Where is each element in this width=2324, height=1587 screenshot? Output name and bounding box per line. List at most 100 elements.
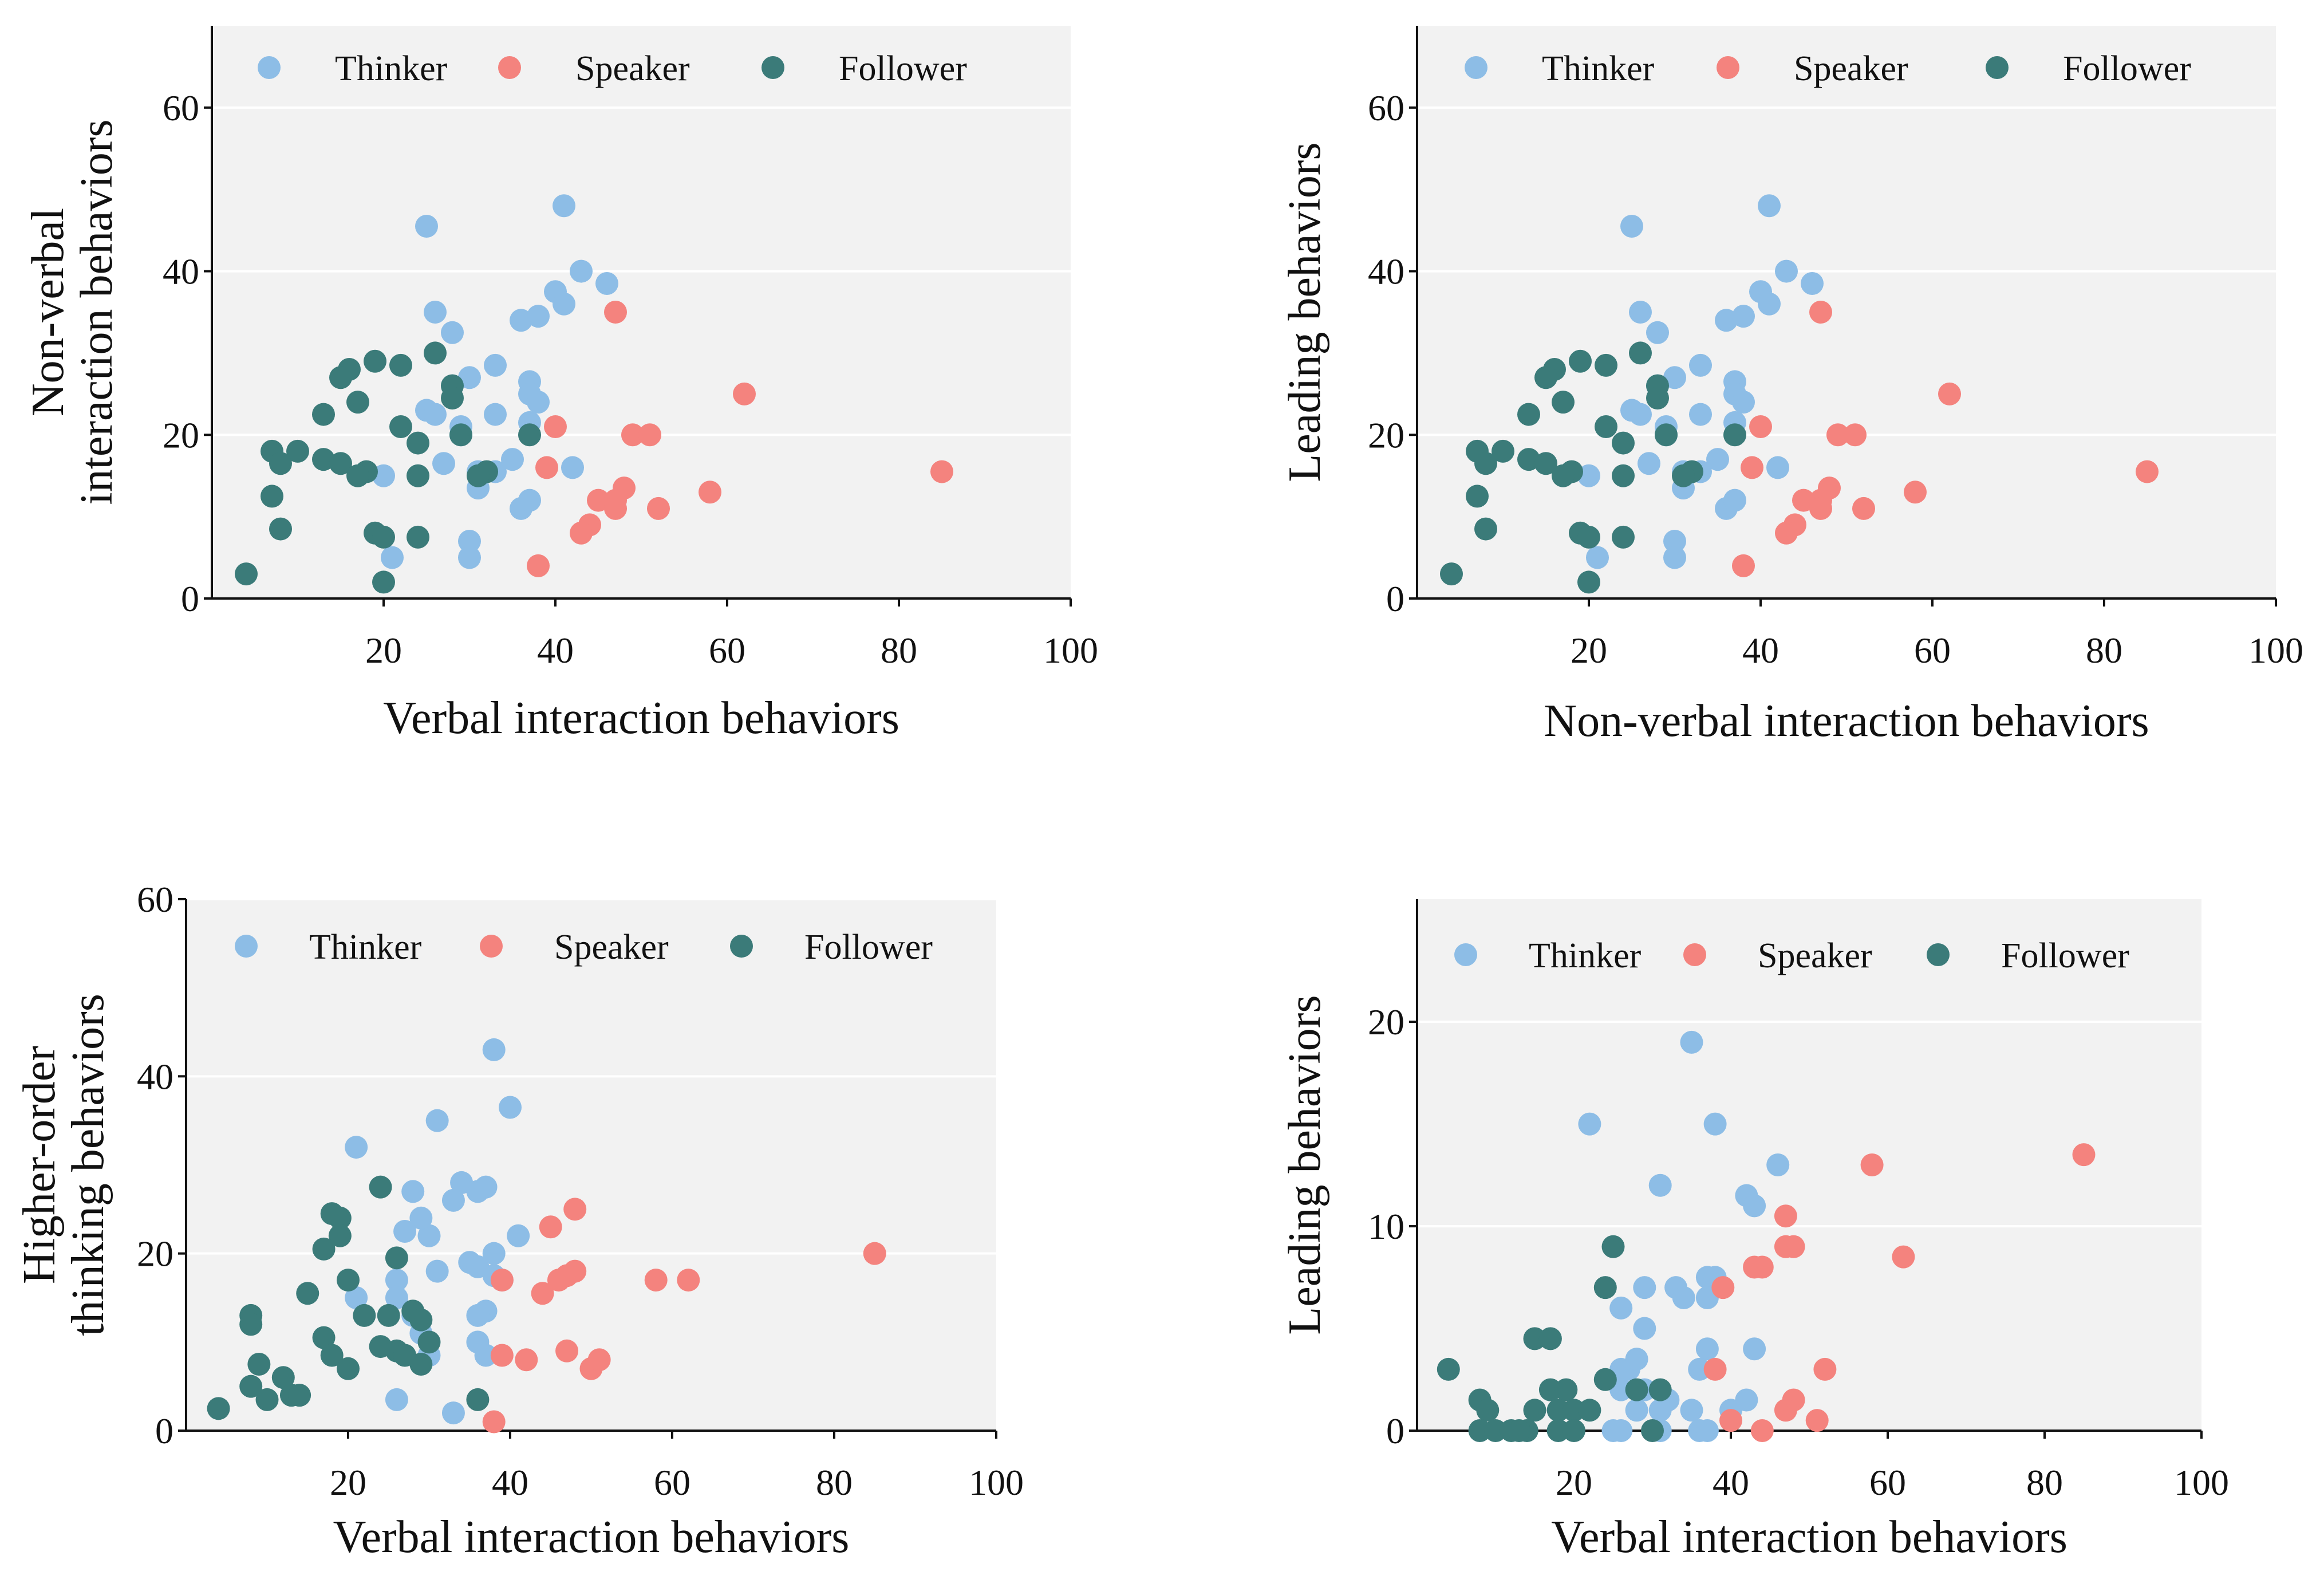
y-tick-label: 0 [1386,1411,1404,1451]
point-follower [296,1282,319,1305]
legend-marker-speaker [498,56,521,79]
point-follower [1468,1419,1492,1442]
point-follower [346,464,369,487]
x-axis-title: Verbal interaction behaviors [383,693,899,743]
point-thinker [1620,215,1643,238]
point-thinker [441,1188,465,1212]
point-thinker [1648,1173,1672,1197]
point-thinker [1633,1317,1656,1340]
point-follower [312,1237,336,1261]
legend-marker-speaker [1683,943,1706,966]
point-speaker [638,423,661,447]
point-follower [1492,439,1514,463]
y-axis-title: Leading behaviors [1280,995,1330,1334]
point-thinker [499,1096,522,1119]
point-speaker [555,1339,579,1362]
y-tick-label: 20 [137,1234,173,1274]
point-follower [261,485,283,508]
point-thinker [1577,464,1600,487]
point-follower [1595,353,1617,377]
point-follower [1440,562,1463,586]
point-follower [1546,1399,1570,1422]
point-follower [1723,423,1746,447]
point-thinker [415,215,438,238]
point-follower [1534,452,1557,475]
x-tick-label: 40 [492,1462,528,1503]
point-thinker [1732,391,1755,414]
point-thinker [1638,452,1660,475]
point-speaker [1805,1409,1829,1432]
legend-label-follower: Follower [804,928,933,967]
legend-marker-follower [761,56,784,79]
x-tick-label: 60 [1869,1462,1906,1503]
point-follower [1577,570,1600,594]
point-speaker [544,415,567,438]
point-speaker [1750,1419,1774,1442]
legend-marker-follower [730,935,753,958]
y-tick-label: 20 [1368,415,1404,455]
x-axis-title: Non-verbal interaction behaviors [1544,696,2149,746]
point-thinker [401,1180,425,1203]
point-follower [239,1375,263,1398]
point-follower [385,1246,408,1270]
point-speaker [1852,497,1875,520]
point-follower [364,349,386,373]
point-follower [1648,1378,1672,1401]
point-speaker [2136,460,2159,483]
point-follower [328,1224,352,1247]
point-thinker [1743,1194,1766,1218]
point-thinker [1609,1296,1633,1320]
point-follower [407,431,429,455]
point-follower [377,1304,400,1327]
y-axis-title: Non-verbal [23,208,73,416]
point-speaker [1860,1153,1884,1176]
point-thinker [484,403,507,426]
point-thinker [1648,1399,1672,1422]
legend-marker-thinker [258,56,281,79]
x-tick-label: 40 [1742,630,1779,671]
point-speaker [482,1410,506,1434]
point-follower [329,366,352,389]
legend-marker-speaker [1717,56,1739,79]
point-speaker [587,1348,611,1372]
point-speaker [621,423,644,447]
y-tick-label: 60 [137,879,173,920]
y-tick-label: 20 [1368,1002,1404,1042]
point-follower [1629,341,1652,365]
point-follower [320,1344,344,1367]
x-tick-label: 100 [1043,630,1098,671]
point-follower [424,341,447,365]
point-follower [1474,517,1497,541]
y-tick-label: 20 [163,415,199,455]
point-thinker [501,448,524,471]
point-thinker [1775,259,1798,283]
point-follower [1625,1378,1648,1401]
point-speaker [1809,497,1832,520]
point-thinker [1625,1348,1648,1371]
point-follower [1508,1419,1531,1442]
chart-3: 0 20 40 60 20 40 60 80 100 Verbal interaction beh… [14,879,1024,1562]
point-follower [1563,1399,1585,1422]
x-tick-label: 20 [1556,1462,1592,1503]
point-speaker [1741,456,1763,479]
x-tick-label: 100 [2174,1462,2229,1503]
legend-label-thinker: Thinker [1529,936,1642,975]
point-thinker [432,452,455,475]
point-follower [389,415,412,438]
point-follower [1474,452,1497,475]
point-follower [467,464,490,487]
point-speaker [563,1198,587,1221]
point-speaker [1750,1255,1774,1279]
point-speaker [699,481,721,504]
point-thinker [595,272,618,295]
point-thinker [1578,1112,1601,1136]
point-speaker [1792,489,1815,512]
point-follower [1563,1419,1585,1442]
point-thinker [1695,1337,1719,1361]
point-speaker [1809,301,1832,324]
point-follower [1552,464,1575,487]
point-thinker [458,530,481,553]
point-thinker [1732,305,1755,328]
point-thinker [1633,1276,1656,1299]
